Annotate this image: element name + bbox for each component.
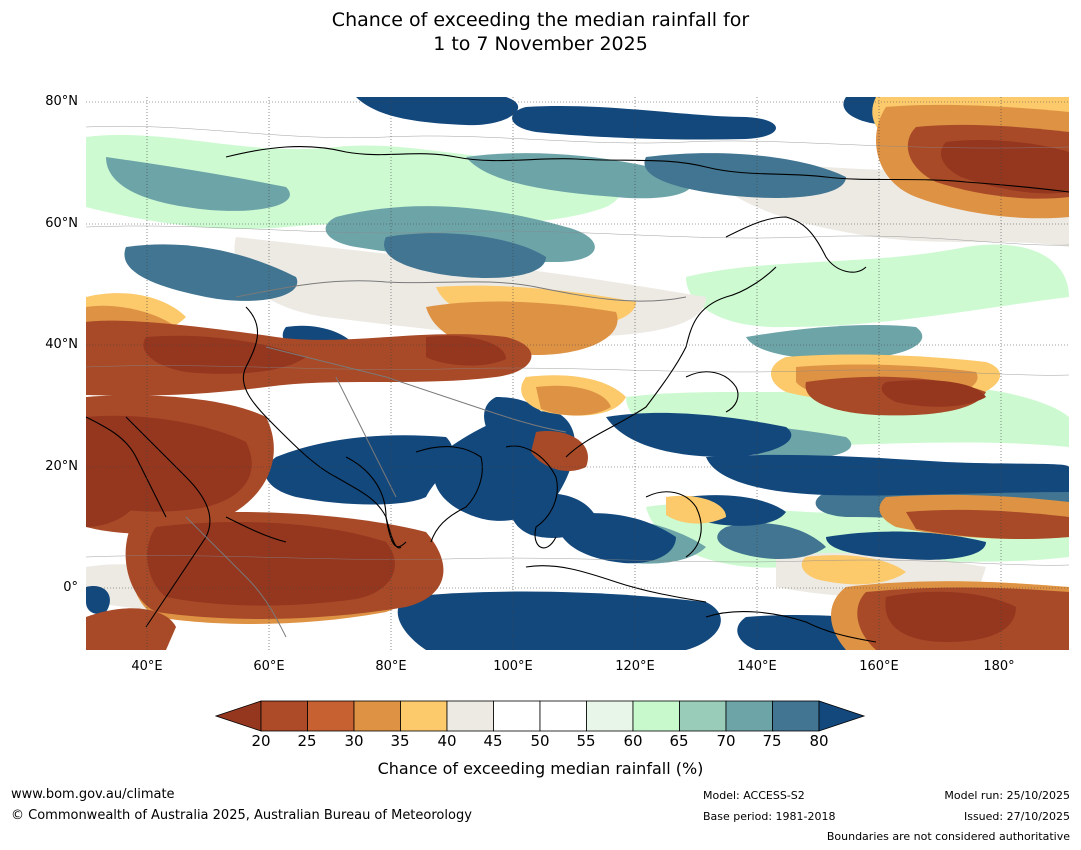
contour-lines bbox=[86, 125, 1069, 566]
colorbar-tick-80: 80 bbox=[809, 732, 829, 750]
footer-disclaimer: Boundaries are not considered authoritat… bbox=[826, 830, 1070, 843]
colorbar-tick-50: 50 bbox=[530, 732, 550, 750]
colorbar-tick-30: 30 bbox=[344, 732, 364, 750]
colorbar-tick-45: 45 bbox=[483, 732, 503, 750]
colorbar-tick-60: 60 bbox=[623, 732, 643, 750]
lat-label-40n: 40°N bbox=[45, 337, 78, 352]
footer-model: Model: ACCESS-S2 bbox=[703, 789, 805, 802]
footer-model-run: Model run: 25/10/2025 bbox=[944, 789, 1070, 802]
colorbar-cell-20-25 bbox=[260, 700, 308, 732]
colorbar-cell-45-50 bbox=[493, 700, 541, 732]
footer-copyright: © Commonwealth of Australia 2025, Austra… bbox=[11, 808, 472, 823]
colorbar-cell-60-65 bbox=[632, 700, 680, 732]
colorbar-cell-40-45 bbox=[446, 700, 494, 732]
layer-20-25 bbox=[86, 140, 1069, 642]
map-svg bbox=[86, 97, 1069, 650]
rainfall-map[interactable] bbox=[86, 97, 1069, 650]
colorbar-tick-65: 65 bbox=[669, 732, 689, 750]
colorbar-tick-70: 70 bbox=[716, 732, 736, 750]
lat-label-80n: 80°N bbox=[45, 94, 78, 109]
title-line-1: Chance of exceeding the median rainfall … bbox=[331, 9, 750, 31]
colorbar-cell-70-75 bbox=[725, 700, 773, 732]
colorbar-cell-35-40 bbox=[400, 700, 448, 732]
colorbar-cell-30-35 bbox=[353, 700, 401, 732]
colorbar-tick-55: 55 bbox=[576, 732, 596, 750]
footer-url[interactable]: www.bom.gov.au/climate bbox=[11, 787, 175, 802]
title-line-2: 1 to 7 November 2025 bbox=[433, 33, 648, 55]
lon-label-40e: 40°E bbox=[131, 659, 163, 674]
coastlines bbox=[86, 146, 1069, 643]
colorbar-tick-35: 35 bbox=[390, 732, 410, 750]
colorbar-extend-high bbox=[818, 700, 866, 732]
lon-label-140e: 140°E bbox=[737, 659, 777, 674]
lon-label-80e: 80°E bbox=[375, 659, 407, 674]
colorbar-cell-55-60 bbox=[586, 700, 634, 732]
graticule bbox=[86, 97, 1069, 650]
country-borders bbox=[185, 280, 687, 638]
lon-label-60e: 60°E bbox=[253, 659, 285, 674]
colorbar-tick-20: 20 bbox=[251, 732, 271, 750]
lon-label-160e: 160°E bbox=[859, 659, 899, 674]
colorbar-cell-75-80 bbox=[772, 700, 820, 732]
lon-label-100e: 100°E bbox=[493, 659, 533, 674]
colorbar-tick-40: 40 bbox=[437, 732, 457, 750]
colorbar-tick-75: 75 bbox=[762, 732, 782, 750]
map-title: Chance of exceeding the median rainfall … bbox=[0, 8, 1081, 56]
lat-label-20n: 20°N bbox=[45, 459, 78, 474]
colorbar-label: Chance of exceeding median rainfall (%) bbox=[377, 759, 704, 778]
colorbar-cell-50-55 bbox=[539, 700, 587, 732]
colorbar-cell-65-70 bbox=[679, 700, 727, 732]
colorbar bbox=[215, 700, 866, 732]
colorbar-extend-low bbox=[215, 700, 262, 732]
footer-base-period: Base period: 1981-2018 bbox=[703, 810, 836, 823]
lat-label-60n: 60°N bbox=[45, 216, 78, 231]
colorbar-tick-25: 25 bbox=[297, 732, 317, 750]
colorbar-cell-25-30 bbox=[307, 700, 355, 732]
lon-label-120e: 120°E bbox=[615, 659, 655, 674]
lat-label-0: 0° bbox=[63, 580, 78, 595]
lon-label-180: 180° bbox=[983, 659, 1015, 674]
footer-issued: Issued: 27/10/2025 bbox=[963, 810, 1070, 823]
